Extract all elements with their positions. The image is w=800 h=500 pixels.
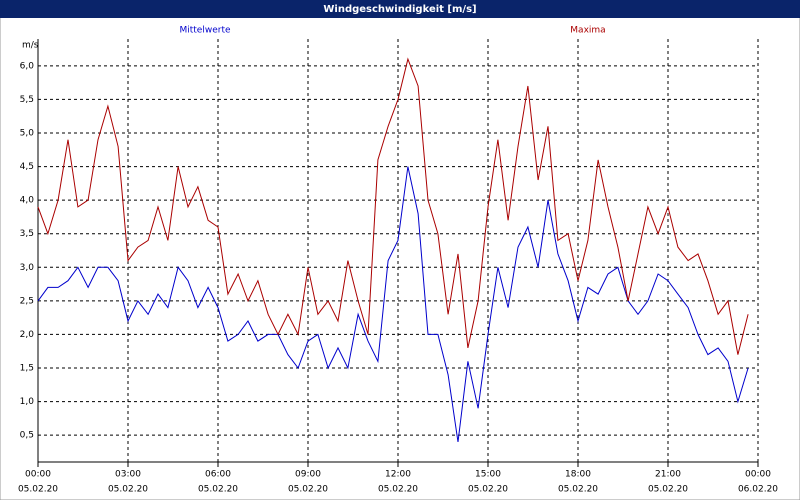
x-tick-label: 00:00 [25,470,51,480]
y-tick-label: 1,5 [20,364,34,374]
y-tick-label: 4,5 [20,162,34,172]
series-line [37,57,749,355]
legend-label: Maxima [570,26,605,36]
chart-title: Windgeschwindigkeit [m/s] [323,4,476,15]
x-tick-date: 05.02.20 [18,485,58,495]
y-tick-label: 3,5 [20,229,34,239]
legend-label: Mittelwerte [179,26,230,36]
x-tick-date: 05.02.20 [198,485,238,495]
x-tick-label: 09:00 [295,470,321,480]
x-tick-date: 05.02.20 [378,485,418,495]
x-tick-date: 05.02.20 [558,485,598,495]
x-tick-label: 00:00 [745,470,771,480]
y-tick-label: 5,0 [20,129,35,139]
y-unit: m/s [22,41,39,51]
y-tick-label: 5,5 [20,95,34,105]
series-line [37,166,749,442]
x-tick-date: 05.02.20 [288,485,328,495]
x-tick-label: 15:00 [475,470,501,480]
y-tick-label: 0,5 [20,431,34,441]
y-tick-label: 1,0 [20,397,35,407]
x-tick-date: 06.02.20 [738,485,778,495]
y-tick-label: 6,0 [20,61,35,71]
y-tick-label: 3,0 [20,263,35,273]
y-tick-label: 2,5 [20,296,34,306]
x-tick-label: 18:00 [565,470,591,480]
x-tick-date: 05.02.20 [648,485,688,495]
y-tick-label: 4,0 [20,196,35,206]
y-tick-label: 2,0 [20,330,35,340]
title-bar [0,0,800,18]
x-tick-label: 03:00 [115,470,141,480]
x-tick-label: 12:00 [385,470,411,480]
x-tick-date: 05.02.20 [108,485,148,495]
x-tick-label: 21:00 [655,470,681,480]
x-tick-date: 05.02.20 [468,485,508,495]
x-tick-label: 06:00 [205,470,231,480]
